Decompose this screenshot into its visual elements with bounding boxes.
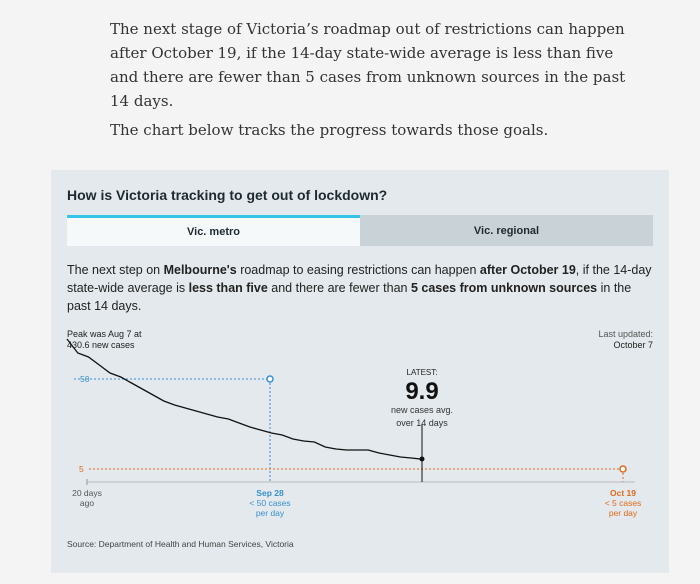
x-label-sep28-cap2: per day	[256, 508, 285, 518]
latest-label: LATEST:	[407, 368, 438, 377]
article-paragraph-2: The chart below tracks the progress towa…	[110, 121, 549, 139]
x-label-oct19: Oct 19	[610, 488, 636, 498]
target-50-label: 50	[80, 374, 90, 384]
x-label-start-2: ago	[80, 498, 94, 508]
x-label-oct19-cap2: per day	[609, 508, 638, 518]
cases-chart: 50 5 LATEST: 9.9 new cases avg. over 14 …	[66, 338, 642, 518]
source-note: Source: Department of Health and Human S…	[67, 539, 294, 549]
latest-caption-1: new cases avg.	[391, 405, 453, 415]
latest-value: 9.9	[405, 378, 438, 405]
last-updated-note: Last updated: October 7	[598, 329, 653, 350]
latest-point	[419, 456, 425, 462]
tab-vic-metro[interactable]: Vic. metro	[67, 215, 360, 246]
x-label-start-1: 20 days	[72, 488, 102, 498]
widget-description: The next step on Melbourne's roadmap to …	[67, 263, 652, 313]
tab-vic-regional[interactable]: Vic. regional	[360, 215, 653, 246]
article-paragraph-1: The next stage of Victoria’s roadmap out…	[110, 20, 626, 110]
lockdown-tracker-widget: How is Victoria tracking to get out of l…	[51, 170, 669, 573]
series-line	[66, 338, 423, 460]
target-5-label: 5	[79, 464, 84, 474]
widget-title: How is Victoria tracking to get out of l…	[67, 187, 388, 203]
region-tabs: Vic. metro Vic. regional	[67, 215, 653, 246]
peak-note: Peak was Aug 7 at 430.6 new cases	[67, 329, 142, 350]
x-label-sep28-cap1: < 50 cases	[249, 498, 290, 508]
latest-caption-2: over 14 days	[396, 418, 448, 428]
target-50-marker	[266, 375, 274, 383]
x-label-sep28: Sep 28	[256, 488, 284, 498]
x-label-oct19-cap1: < 5 cases	[605, 498, 642, 508]
target-5-marker	[619, 465, 627, 473]
